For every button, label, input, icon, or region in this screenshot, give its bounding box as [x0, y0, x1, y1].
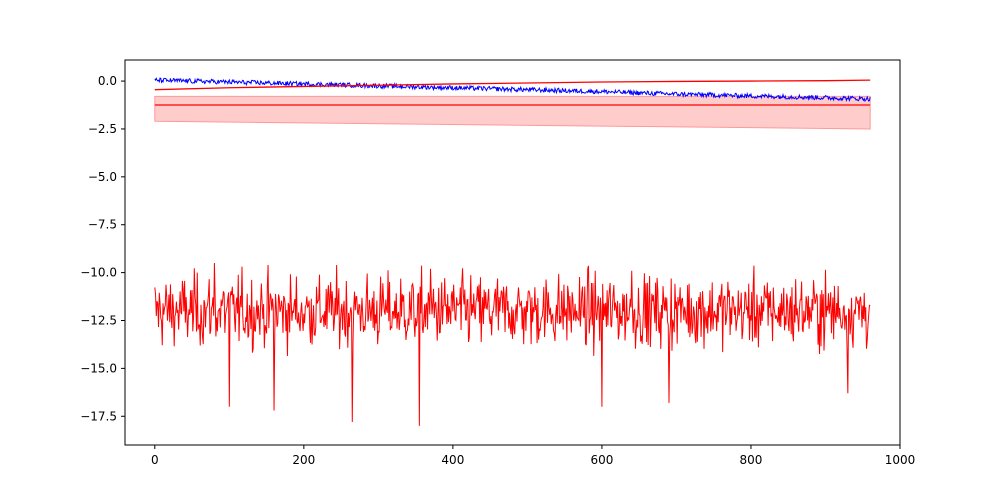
data-layer — [154, 77, 871, 426]
y-tick-label: −15.0 — [80, 361, 117, 375]
y-tick-label: −7.5 — [88, 218, 117, 232]
y-tick-label: −5.0 — [88, 170, 117, 184]
y-tick-label: 0.0 — [98, 74, 117, 88]
y-tick-label: −2.5 — [88, 122, 117, 136]
x-tick-label: 200 — [292, 453, 315, 467]
series-noisy-red-trace — [154, 263, 871, 426]
series-rising-red-line — [154, 79, 871, 91]
x-tick-label: 1000 — [885, 453, 916, 467]
x-tick-label: 800 — [740, 453, 763, 467]
y-tick-label: −12.5 — [80, 313, 117, 327]
x-tick-label: 600 — [590, 453, 613, 467]
y-axis: 0.0 −2.5 −5.0 −7.5 −10.0 −12.5 −15.0 −17.5 — [80, 74, 125, 423]
series-blue-trace — [154, 77, 871, 103]
x-axis: 0 200 400 600 800 1000 — [151, 445, 915, 467]
x-tick-label: 400 — [441, 453, 464, 467]
x-tick-label: 0 — [151, 453, 159, 467]
y-tick-label: −10.0 — [80, 266, 117, 280]
y-tick-label: −17.5 — [80, 409, 117, 423]
plot-frame — [124, 59, 901, 446]
